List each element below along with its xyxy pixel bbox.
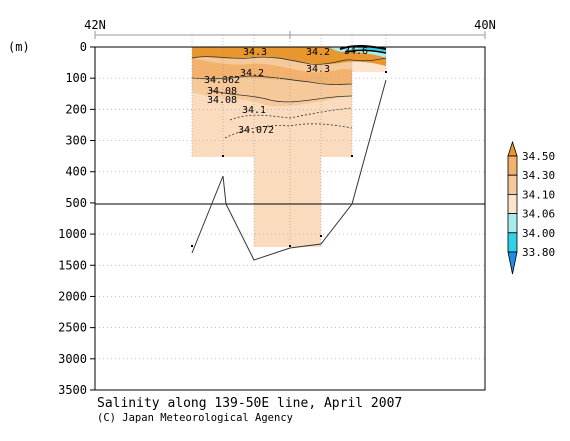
contour-label: 34.2 <box>306 47 330 58</box>
y-tick-label: 0 <box>80 40 87 54</box>
legend-level-label: 33.80 <box>522 246 555 259</box>
y-tick-label: 3500 <box>58 383 87 397</box>
depth-grid-lines <box>95 77 485 360</box>
plot-frame <box>94 46 486 391</box>
contour-label: 34.062 <box>204 75 240 86</box>
legend-level-label: 34.30 <box>522 169 555 182</box>
legend-swatch <box>507 193 518 214</box>
y-tick-label: 500 <box>65 196 87 210</box>
legend-level-label: 34.50 <box>522 150 555 163</box>
legend-swatch <box>507 232 518 253</box>
y-tick-label: 3000 <box>58 352 87 366</box>
depth-axis: 0 100 200 300 400 500 1000 1500 2000 2500 3000 3500 <box>58 40 95 397</box>
legend-swatch-top-arrow <box>507 140 518 157</box>
legend-swatch <box>507 174 518 195</box>
legend-swatch-bottom-arrow <box>507 251 518 275</box>
top-axis-label-40n: 40N <box>474 18 496 32</box>
contour-label: 34.3 <box>306 64 330 75</box>
contour-label: 34.08 <box>207 86 237 97</box>
y-axis-label: (m) <box>8 40 30 54</box>
chart-credit: (C) Japan Meteorological Agency <box>97 412 293 424</box>
y-tick-label: 200 <box>65 102 87 116</box>
contour-label: 34.072 <box>238 125 274 136</box>
contour-lines <box>191 45 387 139</box>
y-tick-label: 1000 <box>58 227 87 241</box>
station-markers <box>191 71 387 247</box>
legend-level-label: 34.06 <box>522 208 555 221</box>
bottom-profile-curve <box>191 79 387 261</box>
legend-swatch <box>507 155 518 176</box>
y-tick-label: 400 <box>65 165 87 179</box>
top-axis-label-42n: 42N <box>84 18 106 32</box>
legend-level-label: 34.00 <box>522 227 555 240</box>
contour-label: 34.2 <box>240 68 264 79</box>
contour-label: 34.3 <box>243 47 267 58</box>
y-tick-label: 2500 <box>58 321 87 335</box>
y-tick-label: 100 <box>65 71 87 85</box>
legend-level-label: 34.10 <box>522 188 555 201</box>
chart-title: Salinity along 139-50E line, April 2007 <box>97 396 402 411</box>
contour-label: 34.08 <box>207 95 237 106</box>
station-guides <box>191 35 387 247</box>
contour-label: 34.6 <box>344 46 368 57</box>
y-tick-label: 2000 <box>58 289 87 303</box>
y-tick-label: 1500 <box>58 258 87 272</box>
legend-swatch <box>507 213 518 234</box>
color-legend: 34.50 34.30 34.10 34.06 34.00 33.80 <box>507 140 555 275</box>
y-tick-label: 300 <box>65 134 87 148</box>
